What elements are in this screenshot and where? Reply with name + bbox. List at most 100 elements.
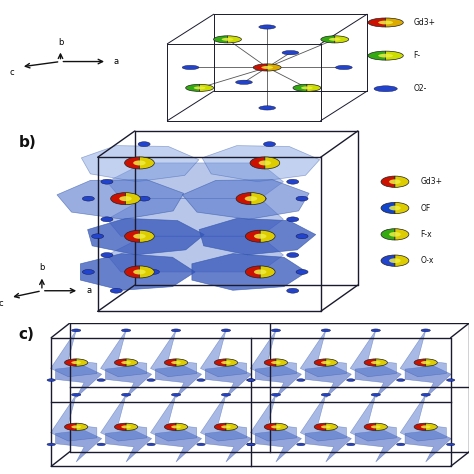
Text: c): c): [18, 328, 35, 343]
Circle shape: [138, 196, 150, 201]
Circle shape: [101, 179, 113, 184]
Wedge shape: [326, 359, 337, 366]
Text: F-x: F-x: [420, 230, 432, 239]
Circle shape: [171, 361, 181, 364]
Circle shape: [254, 234, 266, 239]
Polygon shape: [250, 395, 297, 441]
Text: c: c: [9, 68, 14, 77]
Wedge shape: [176, 423, 188, 430]
Circle shape: [321, 361, 331, 364]
Polygon shape: [55, 366, 102, 398]
Text: a: a: [114, 57, 119, 66]
Wedge shape: [395, 229, 409, 240]
Circle shape: [197, 443, 205, 446]
Polygon shape: [155, 430, 201, 462]
Wedge shape: [364, 359, 376, 366]
Text: O2-: O2-: [413, 84, 427, 93]
Wedge shape: [395, 202, 409, 214]
Polygon shape: [88, 219, 204, 255]
Polygon shape: [155, 366, 201, 398]
Circle shape: [329, 38, 341, 41]
Circle shape: [321, 425, 331, 428]
Polygon shape: [81, 254, 195, 290]
Text: b): b): [18, 135, 36, 150]
Text: F-: F-: [413, 51, 420, 60]
Circle shape: [447, 379, 455, 382]
Circle shape: [371, 361, 381, 364]
Circle shape: [421, 361, 430, 364]
Wedge shape: [236, 192, 251, 205]
Circle shape: [321, 393, 330, 396]
Circle shape: [138, 234, 150, 239]
Circle shape: [133, 269, 146, 274]
Circle shape: [271, 329, 281, 332]
Text: Gd3+: Gd3+: [420, 177, 443, 186]
Polygon shape: [57, 180, 184, 219]
Wedge shape: [126, 423, 138, 430]
Wedge shape: [314, 423, 326, 430]
Wedge shape: [314, 359, 326, 366]
Wedge shape: [293, 84, 307, 91]
Wedge shape: [368, 18, 386, 27]
Wedge shape: [414, 423, 426, 430]
Wedge shape: [115, 423, 126, 430]
Polygon shape: [51, 395, 97, 441]
Circle shape: [447, 443, 455, 446]
Circle shape: [147, 379, 155, 382]
Circle shape: [236, 80, 252, 84]
Circle shape: [82, 270, 94, 274]
Polygon shape: [202, 146, 319, 182]
Circle shape: [171, 425, 181, 428]
Wedge shape: [125, 230, 139, 242]
Circle shape: [421, 329, 430, 332]
Wedge shape: [228, 36, 241, 43]
Circle shape: [72, 393, 81, 396]
Circle shape: [71, 425, 81, 428]
Circle shape: [247, 379, 255, 382]
Wedge shape: [381, 229, 395, 240]
Circle shape: [287, 217, 299, 222]
Circle shape: [47, 379, 55, 382]
Polygon shape: [182, 180, 309, 219]
Wedge shape: [260, 230, 275, 242]
Circle shape: [336, 65, 352, 70]
Polygon shape: [250, 330, 297, 377]
Circle shape: [254, 270, 266, 274]
Circle shape: [421, 393, 430, 396]
Text: b: b: [39, 263, 45, 272]
Circle shape: [221, 393, 231, 396]
Circle shape: [378, 20, 393, 24]
Polygon shape: [305, 430, 351, 462]
Wedge shape: [125, 157, 139, 169]
Wedge shape: [395, 176, 409, 187]
Circle shape: [172, 393, 181, 396]
Wedge shape: [214, 359, 226, 366]
Text: b: b: [58, 38, 63, 47]
Wedge shape: [226, 359, 237, 366]
Wedge shape: [335, 36, 349, 43]
Circle shape: [247, 443, 255, 446]
Polygon shape: [205, 430, 252, 462]
Polygon shape: [51, 330, 97, 377]
Circle shape: [221, 425, 231, 428]
Polygon shape: [405, 430, 451, 462]
Circle shape: [301, 86, 313, 90]
Circle shape: [247, 443, 255, 446]
Text: OF: OF: [420, 203, 431, 212]
Wedge shape: [246, 230, 260, 242]
Wedge shape: [307, 84, 321, 91]
Wedge shape: [381, 202, 395, 214]
Polygon shape: [107, 199, 283, 236]
Wedge shape: [186, 84, 200, 91]
Wedge shape: [246, 266, 260, 278]
Wedge shape: [110, 192, 126, 205]
Circle shape: [221, 329, 231, 332]
Text: a: a: [86, 286, 91, 295]
Circle shape: [271, 425, 281, 428]
Wedge shape: [364, 423, 376, 430]
Wedge shape: [276, 359, 288, 366]
Circle shape: [397, 443, 405, 446]
Circle shape: [133, 234, 146, 239]
Wedge shape: [395, 255, 409, 266]
Polygon shape: [400, 395, 447, 441]
